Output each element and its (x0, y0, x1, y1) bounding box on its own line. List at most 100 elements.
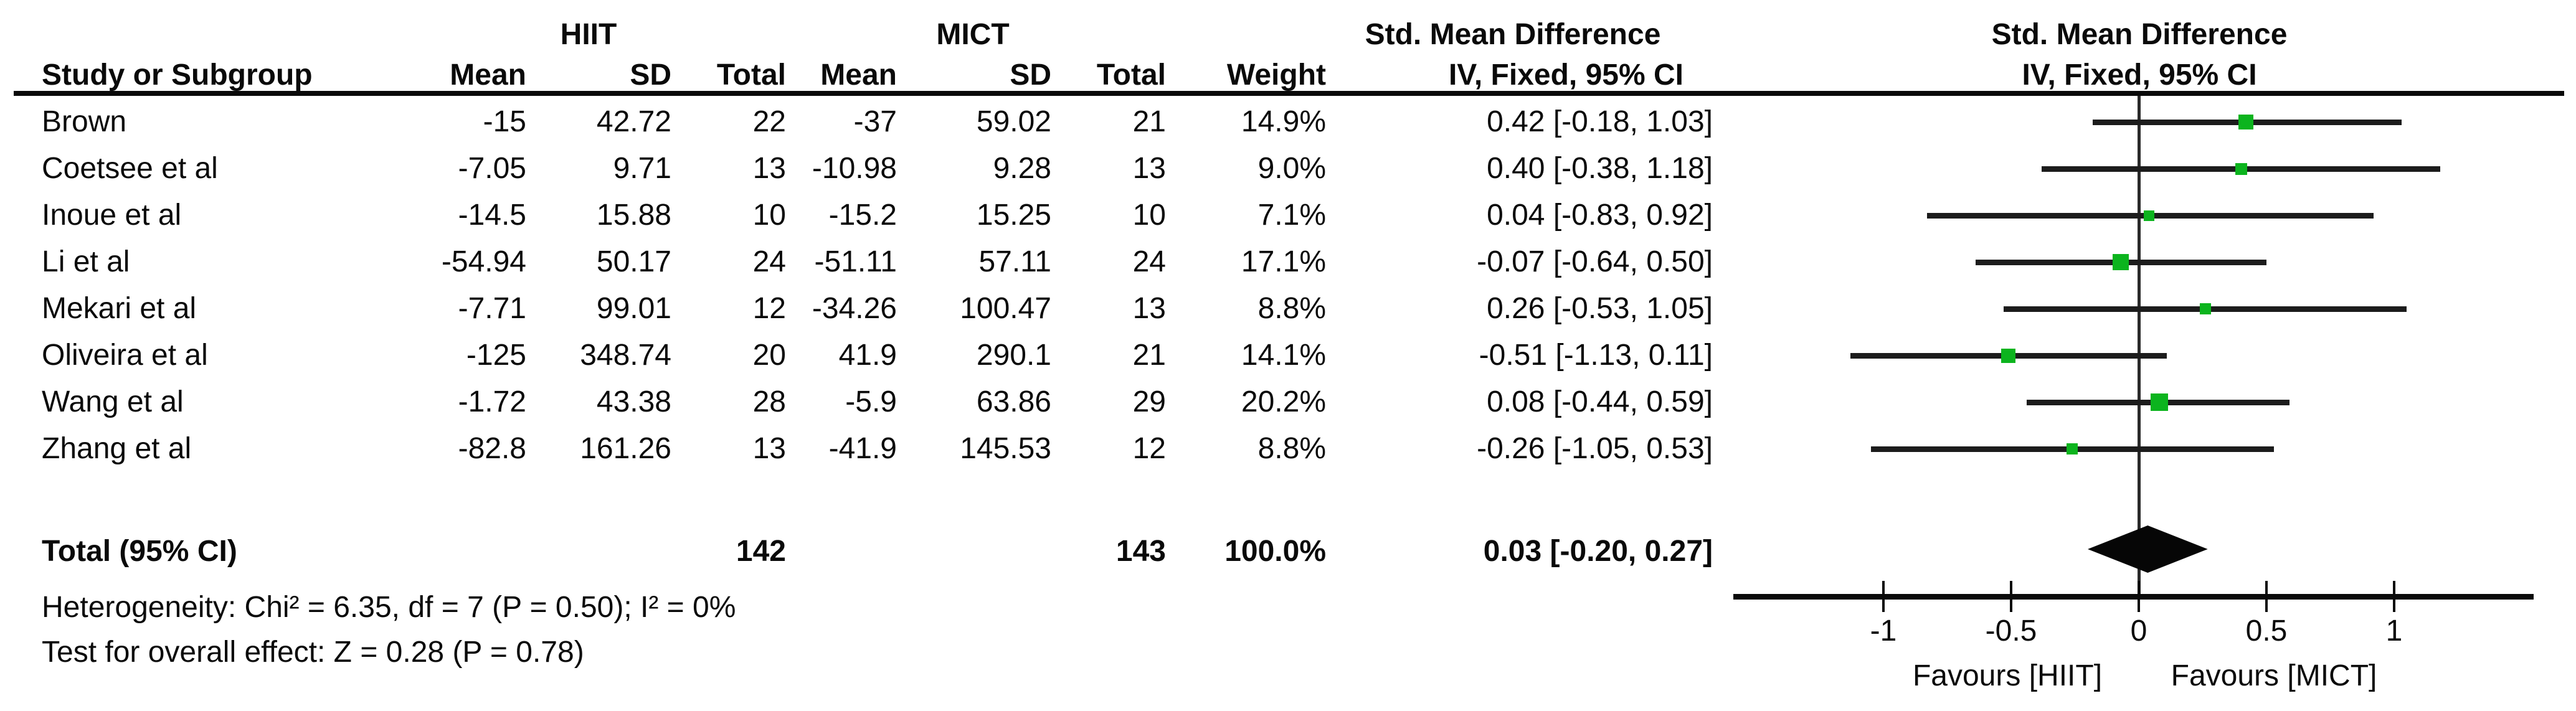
weight: 9.0% (1257, 152, 1326, 185)
effect-marker (2150, 393, 2168, 411)
study-name: Coetsee et al (42, 152, 218, 185)
mict-mean: -5.9 (845, 385, 897, 418)
study-name: Brown (42, 105, 127, 138)
effect-marker (2238, 115, 2254, 129)
effect-marker (2199, 303, 2211, 314)
table-row: Mekari et al -7.71 99.01 12 -34.26 100.4… (0, 285, 2576, 332)
mict-mean: -15.2 (828, 199, 897, 232)
study-name: Wang et al (42, 385, 184, 418)
column-header-row: Study or Subgroup Mean SD Total Mean SD … (0, 52, 2576, 98)
table-row: Zhang et al -82.8 161.26 13 -41.9 145.53… (0, 425, 2576, 472)
mict-mean: -51.11 (814, 245, 897, 278)
smd-ci-text: 0.40 [-0.38, 1.18] (1487, 152, 1713, 185)
ci-method-header: IV, Fixed, 95% CI (1448, 59, 1683, 92)
mict-total: 13 (1132, 292, 1166, 325)
favours-left-label: Favours [HIIT] (1912, 659, 2103, 692)
study-name: Mekari et al (42, 292, 197, 325)
mict-total-header: Total (1096, 59, 1166, 92)
study-name: Zhang et al (42, 432, 192, 465)
hiit-sd: 15.88 (596, 199, 671, 232)
effect-marker (2113, 254, 2129, 270)
smd-ci-text: 0.42 [-0.18, 1.03] (1487, 105, 1713, 138)
effect-marker (2143, 210, 2154, 221)
tick-label: -0.5 (1985, 614, 2037, 647)
header-divider (14, 91, 2564, 96)
favours-right-label: Favours [MICT] (2171, 659, 2377, 692)
mict-sd: 15.25 (976, 199, 1051, 232)
table-row: Brown -15 42.72 22 -37 59.02 21 14.9% 0.… (0, 98, 2576, 145)
hiit-total: 10 (752, 199, 786, 232)
table-row: Oliveira et al -125 348.74 20 41.9 290.1… (0, 332, 2576, 379)
hiit-mean: -15 (483, 105, 526, 138)
effect-marker (2235, 162, 2247, 175)
hiit-mean: -82.8 (458, 432, 526, 465)
hiit-sd: 9.71 (613, 152, 671, 185)
tick-label: 0.5 (2245, 614, 2288, 647)
table-row: Wang et al -1.72 43.38 28 -5.9 63.86 29 … (0, 379, 2576, 425)
weight: 14.1% (1241, 339, 1326, 372)
hiit-mean: -7.05 (458, 152, 526, 185)
hiit-total-header: Total (716, 59, 786, 92)
heterogeneity-row: Heterogeneity: Chi² = 6.35, df = 7 (P = … (0, 584, 2576, 631)
study-name: Inoue et al (42, 199, 182, 232)
hiit-sd-header: SD (630, 59, 671, 92)
effect-marker (2001, 348, 2016, 363)
study-name: Oliveira et al (42, 339, 208, 372)
table-row: Inoue et al -14.5 15.88 10 -15.2 15.25 1… (0, 192, 2576, 238)
smd-ci-text: 0.04 [-0.83, 0.92] (1487, 199, 1713, 232)
smd-ci-text: 0.08 [-0.44, 0.59] (1487, 385, 1713, 418)
hiit-sd: 99.01 (596, 292, 671, 325)
smd-ci-text: -0.07 [-0.64, 0.50] (1477, 245, 1713, 278)
smd-ci-text: -0.26 [-1.05, 0.53] (1477, 432, 1713, 465)
axis-tick (2010, 581, 2012, 612)
hiit-total: 13 (752, 152, 786, 185)
plot-method-header: IV, Fixed, 95% CI (2022, 59, 2257, 92)
hiit-total: 20 (752, 339, 786, 372)
mict-sd: 57.11 (978, 245, 1051, 278)
zero-line (2138, 96, 2141, 594)
tick-label: 1 (2385, 614, 2403, 647)
smd-column-header: Std. Mean Difference (1365, 18, 1661, 51)
hiit-total: 13 (752, 432, 786, 465)
hiit-sd: 50.17 (596, 245, 671, 278)
axis-tick (1882, 581, 1885, 612)
tick-label: -1 (1870, 614, 1897, 647)
weight: 7.1% (1257, 199, 1326, 232)
axis-tick (2265, 581, 2268, 612)
hiit-sd: 42.72 (596, 105, 671, 138)
hiit-total: 22 (752, 105, 786, 138)
hiit-sd: 43.38 (596, 385, 671, 418)
mict-mean: -10.98 (812, 152, 897, 185)
plot-title: Std. Mean Difference (1991, 18, 2288, 51)
study-column-header: Study or Subgroup (42, 59, 313, 92)
mict-sd: 9.28 (993, 152, 1051, 185)
mict-total: 10 (1132, 199, 1166, 232)
overall-effect-text: Test for overall effect: Z = 0.28 (P = 0… (42, 636, 584, 669)
mict-mean-header: Mean (820, 59, 897, 92)
weight: 14.9% (1241, 105, 1326, 138)
hiit-sd: 161.26 (580, 432, 671, 465)
mict-mean: -37 (853, 105, 897, 138)
hiit-mean: -1.72 (458, 385, 526, 418)
hiit-mean: -125 (466, 339, 526, 372)
tick-label: 0 (2130, 614, 2147, 647)
study-name: Li et al (42, 245, 130, 278)
mict-sd: 290.1 (976, 339, 1051, 372)
total-ci-text: 0.03 [-0.20, 0.27] (1483, 535, 1713, 568)
hiit-total: 28 (752, 385, 786, 418)
total-hiit-n: 142 (736, 535, 786, 568)
hiit-sd: 348.74 (580, 339, 671, 372)
mict-total: 21 (1132, 105, 1166, 138)
mict-mean: -34.26 (812, 292, 897, 325)
mict-total: 13 (1132, 152, 1166, 185)
hiit-mean-header: Mean (450, 59, 526, 92)
mict-sd-header: SD (1010, 59, 1051, 92)
hiit-group-header: HIIT (560, 18, 617, 51)
table-row: Li et al -54.94 50.17 24 -51.11 57.11 24… (0, 238, 2576, 285)
weight: 17.1% (1241, 245, 1326, 278)
weight: 8.8% (1257, 432, 1326, 465)
overall-effect-row: Test for overall effect: Z = 0.28 (P = 0… (0, 629, 2576, 676)
mict-total: 29 (1132, 385, 1166, 418)
axis-tick (2138, 581, 2140, 612)
mict-group-header: MICT (936, 18, 1010, 51)
